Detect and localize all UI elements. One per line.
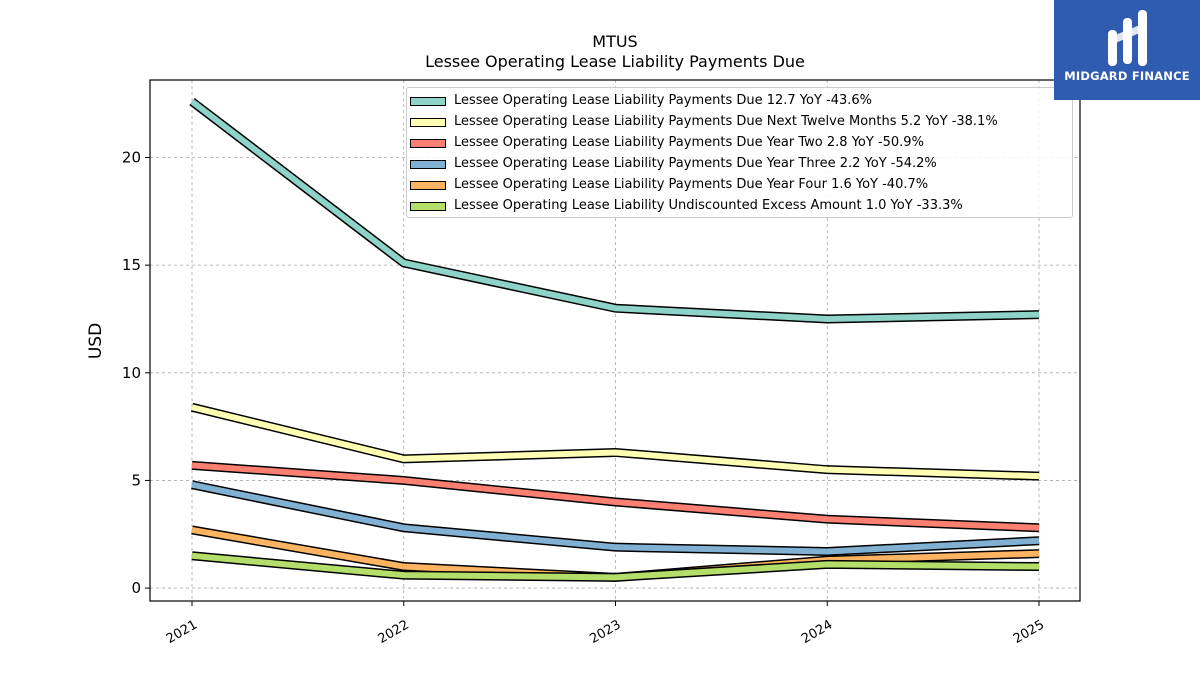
chart-subtitle: Lessee Operating Lease Liability Payment…	[425, 52, 805, 71]
series-3	[191, 460, 1040, 533]
legend-label: Lessee Operating Lease Liability Payment…	[454, 156, 937, 171]
series-lines	[189, 97, 1040, 582]
x-tick-label: 2022	[376, 617, 412, 647]
legend-label: Lessee Operating Lease Liability Payment…	[454, 177, 929, 192]
y-tick-label: 20	[122, 149, 141, 167]
legend-swatch	[410, 118, 446, 127]
series-2	[190, 402, 1040, 481]
legend-item: Lessee Operating Lease Liability Payment…	[407, 112, 1072, 133]
y-tick-label: 10	[122, 364, 141, 382]
legend-item: Lessee Operating Lease Liability Payment…	[407, 154, 1072, 175]
series-1	[189, 97, 1040, 324]
legend-swatch	[410, 97, 446, 106]
x-tick-label: 2024	[799, 617, 835, 647]
legend-item: Lessee Operating Lease Liability Payment…	[407, 91, 1072, 112]
series-6	[191, 551, 1040, 582]
chart-title: MTUS	[592, 32, 638, 51]
legend-label: Lessee Operating Lease Liability Payment…	[454, 114, 998, 129]
legend-label: Lessee Operating Lease Liability Payment…	[454, 93, 873, 108]
legend-swatch	[410, 160, 446, 169]
brand-logo: MIDGARD FINANCE	[1054, 0, 1200, 100]
midgard-logo-icon	[1108, 10, 1147, 66]
x-tick-label: 2023	[587, 617, 623, 647]
x-tick-label: 2021	[164, 617, 200, 647]
y-tick-label: 5	[131, 471, 141, 489]
y-tick-label: 15	[122, 256, 141, 274]
legend-label: Lessee Operating Lease Liability Undisco…	[454, 198, 963, 213]
legend-swatch	[410, 139, 446, 148]
x-tick-label: 2025	[1011, 617, 1047, 647]
y-tick-label: 0	[131, 579, 141, 597]
legend-swatch	[410, 202, 446, 211]
logo-text: MIDGARD FINANCE	[1064, 69, 1190, 83]
legend-label: Lessee Operating Lease Liability Payment…	[454, 135, 924, 150]
legend: Lessee Operating Lease Liability Payment…	[406, 87, 1073, 218]
legend-item: Lessee Operating Lease Liability Undisco…	[407, 196, 1072, 217]
legend-swatch	[410, 181, 446, 190]
y-axis-label: USD	[86, 323, 106, 359]
legend-item: Lessee Operating Lease Liability Payment…	[407, 133, 1072, 154]
series-4	[191, 480, 1040, 556]
legend-item: Lessee Operating Lease Liability Payment…	[407, 175, 1072, 196]
